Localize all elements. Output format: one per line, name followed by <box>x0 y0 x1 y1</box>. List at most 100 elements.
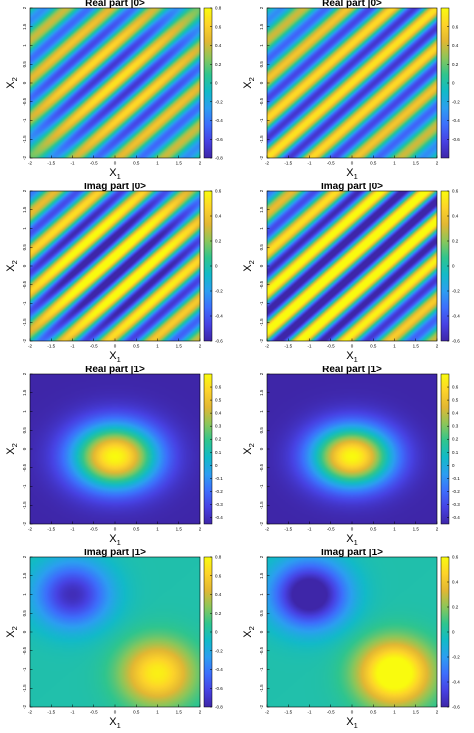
colorbar-tick-label: 0.2 <box>215 437 222 442</box>
x-tick-label: -1 <box>70 527 74 532</box>
y-tick-label: -1.5 <box>259 684 264 692</box>
y-tick-label: -0.5 <box>259 463 264 471</box>
colorbar-tick-label: 0.5 <box>452 398 459 403</box>
x-tick-label: -1 <box>70 161 74 166</box>
y-tick-label: -1.5 <box>22 501 27 509</box>
x-tick-label: 1.5 <box>176 710 183 715</box>
x-tick-label: 1 <box>393 161 396 166</box>
x-tick-label: 1 <box>156 344 159 349</box>
x-tick-label: 0 <box>114 344 117 349</box>
x-tick-label: -0.5 <box>90 710 98 715</box>
y-tick-label: -1.5 <box>259 318 264 326</box>
heatmap-image <box>267 191 437 341</box>
x-tick-label: 1 <box>156 710 159 715</box>
colorbar-tick-label: 0.4 <box>452 214 459 219</box>
y-tick-label: -1 <box>22 484 27 488</box>
y-tick-label: 0 <box>22 630 27 633</box>
colorbar-tick-label: -0.4 <box>215 314 223 319</box>
colorbar-tick-label: -0.2 <box>452 489 460 494</box>
colorbar-tick-label: -0.4 <box>452 118 460 123</box>
x-tick-label: -2 <box>265 710 269 715</box>
y-tick-label: -0.5 <box>259 97 264 105</box>
y-tick-label: 0 <box>22 447 27 450</box>
panel-title: Imag part |0> <box>321 183 383 192</box>
y-tick-label: -1 <box>259 118 264 122</box>
y-tick-label: 0.5 <box>22 244 27 251</box>
x-tick-label: 0 <box>351 710 354 715</box>
y-tick-label: 1.5 <box>259 389 264 396</box>
x-tick-label: 1.5 <box>413 710 420 715</box>
x-tick-label: -0.5 <box>327 344 335 349</box>
x-tick-label: -1 <box>70 710 74 715</box>
y-tick-label: -2 <box>259 522 264 526</box>
colorbar-tick-label: -0.6 <box>215 339 223 344</box>
x-tick-label: 0 <box>351 527 354 532</box>
y-tick-label: -1 <box>22 667 27 671</box>
colorbar-tick-label: 0.4 <box>215 214 222 219</box>
x-tick-label: -0.5 <box>327 527 335 532</box>
colorbar-tick-label: -0.4 <box>215 118 223 123</box>
x-axis-label: X1 <box>109 716 121 730</box>
colorbar-tick-label: 0.6 <box>452 385 459 390</box>
colorbar <box>203 373 213 525</box>
colorbar-tick-label: 0.4 <box>452 43 459 48</box>
x-tick-label: -0.5 <box>90 527 98 532</box>
panel-title: Imag part |1> <box>321 549 383 558</box>
y-tick-label: -1.5 <box>22 135 27 143</box>
x-tick-label: 0 <box>114 161 117 166</box>
y-tick-label: 2 <box>22 189 27 192</box>
colorbar-tick-label: 0.6 <box>452 189 459 194</box>
y-tick-label: -2 <box>22 156 27 160</box>
y-axis-label: X2 <box>5 77 19 89</box>
y-tick-label: 0.5 <box>259 244 264 251</box>
x-tick-label: 1 <box>393 527 396 532</box>
y-tick-label: 0 <box>22 264 27 267</box>
x-tick-label: 1 <box>393 710 396 715</box>
colorbar-tick-label: 0 <box>215 81 218 86</box>
x-tick-label: 1 <box>156 527 159 532</box>
x-tick-label: -1.5 <box>284 527 292 532</box>
heatmap-image <box>267 8 437 158</box>
x-tick-label: -1.5 <box>47 710 55 715</box>
panel-title: Imag part |0> <box>84 183 146 192</box>
panel-title: Real part |0> <box>85 0 145 9</box>
x-axis-label: X1 <box>109 167 121 181</box>
y-tick-label: -2 <box>22 522 27 526</box>
y-tick-label: 2 <box>259 372 264 375</box>
y-tick-label: -1 <box>259 301 264 305</box>
y-axis-label: X2 <box>5 260 19 272</box>
x-tick-label: 0.5 <box>370 161 377 166</box>
y-tick-label: -0.5 <box>22 97 27 105</box>
x-tick-label: -2 <box>265 344 269 349</box>
x-tick-label: 1.5 <box>413 161 420 166</box>
x-tick-label: 0.5 <box>133 527 140 532</box>
y-axis-label: X2 <box>242 626 256 638</box>
y-tick-label: -2 <box>22 339 27 343</box>
y-tick-label: 1 <box>22 44 27 47</box>
x-tick-label: 2 <box>199 344 202 349</box>
colorbar-tick-label: 0 <box>215 630 218 635</box>
colorbar-tick-label: -0.6 <box>452 705 460 710</box>
x-tick-label: -1 <box>70 344 74 349</box>
x-axis-label: X1 <box>346 167 358 181</box>
x-tick-label: 0.5 <box>370 527 377 532</box>
y-axis-label: X2 <box>242 77 256 89</box>
y-tick-label: -0.5 <box>259 280 264 288</box>
y-axis-label: X2 <box>5 443 19 455</box>
colorbar-tick-label: -0.4 <box>452 314 460 319</box>
colorbar-tick-label: 0.8 <box>215 555 222 560</box>
heatmap-panel-6: Real part |1> -2 -1.5 -1 -0.5 0 0.5 1 1.5 2 2 1.5 1 0… <box>242 366 460 547</box>
y-axis-label: X2 <box>242 260 256 272</box>
x-axis-label: X1 <box>346 716 358 730</box>
colorbar-tick-label: 0 <box>215 264 218 269</box>
colorbar-tick-label: 0.6 <box>215 385 222 390</box>
x-tick-label: 0 <box>351 161 354 166</box>
colorbar-tick-label: -0.6 <box>215 686 223 691</box>
x-tick-label: -2 <box>265 161 269 166</box>
y-tick-label: 0.5 <box>259 427 264 434</box>
colorbar-tick-label: 0.8 <box>215 6 222 11</box>
x-axis-label: X1 <box>109 350 121 364</box>
colorbar-tick-label: -0.2 <box>452 289 460 294</box>
colorbar-tick-label: -0.1 <box>215 476 223 481</box>
heatmap-image <box>267 374 437 524</box>
